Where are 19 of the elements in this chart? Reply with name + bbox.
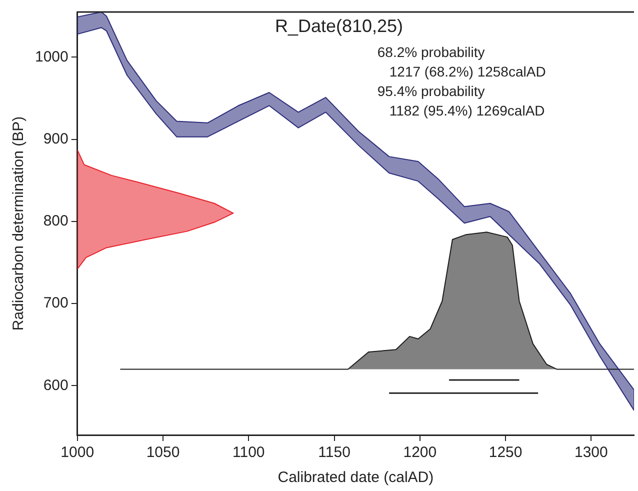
y-tick-label: 700	[43, 294, 68, 312]
y-tick-label: 800	[43, 212, 68, 230]
x-tick-label: 1250	[488, 444, 522, 462]
chart-title: R_Date(810,25)	[274, 16, 404, 36]
x-tick-label: 1000	[60, 444, 94, 462]
y-tick-label: 900	[43, 130, 68, 148]
y-tick-label: 600	[43, 376, 68, 394]
annotation: 68.2% probability	[377, 44, 485, 60]
annotation: 95.4% probability	[377, 82, 485, 99]
x-tick-label: 1050	[146, 444, 180, 462]
annotation: 1182 (95.4%) 1269calAD	[389, 102, 545, 118]
x-tick-label: 1200	[403, 444, 437, 462]
y-tick-label: 1000	[34, 48, 68, 66]
x-axis-title: Calibrated date (calAD)	[278, 469, 434, 486]
y-axis-title: Radiocarbon determination (BP)	[10, 116, 28, 331]
annotation: 1217 (68.2%) 1258calAD	[389, 63, 546, 80]
x-tick-label: 1150	[318, 444, 350, 462]
x-tick-label: 1100	[232, 444, 265, 462]
x-tick-label: 1300	[574, 444, 608, 462]
